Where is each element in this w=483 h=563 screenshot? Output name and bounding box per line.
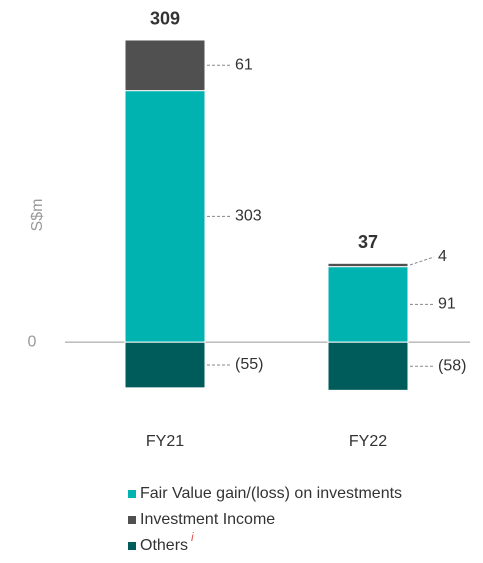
y-axis-label: S$m	[29, 199, 46, 232]
bar-segment	[124, 39, 206, 92]
value-label: (58)	[438, 357, 466, 374]
bar-segment	[327, 341, 409, 391]
legend-label: Fair Value gain/(loss) on investments	[140, 485, 402, 502]
bar-segment	[124, 341, 206, 389]
value-label: 4	[438, 248, 447, 265]
legend-swatch	[128, 490, 136, 498]
value-label: 61	[235, 57, 253, 74]
x-tick-label: FY22	[349, 433, 387, 450]
bar-segment	[124, 90, 206, 343]
legend-label: Others	[140, 537, 188, 554]
total-label: 37	[358, 232, 378, 252]
bar-segment	[327, 262, 409, 268]
legend-swatch	[128, 516, 136, 524]
x-tick-label: FY21	[146, 433, 184, 450]
leader-line	[409, 256, 435, 266]
y-tick-label: 0	[28, 333, 37, 350]
value-label: 91	[438, 296, 456, 313]
bar-segment	[327, 266, 409, 343]
legend-label: Investment Income	[140, 511, 275, 528]
value-label: 303	[235, 208, 262, 225]
total-label: 309	[150, 9, 180, 29]
legend-note: i	[191, 530, 194, 544]
legend-swatch	[128, 542, 136, 550]
value-label: (55)	[235, 356, 263, 373]
